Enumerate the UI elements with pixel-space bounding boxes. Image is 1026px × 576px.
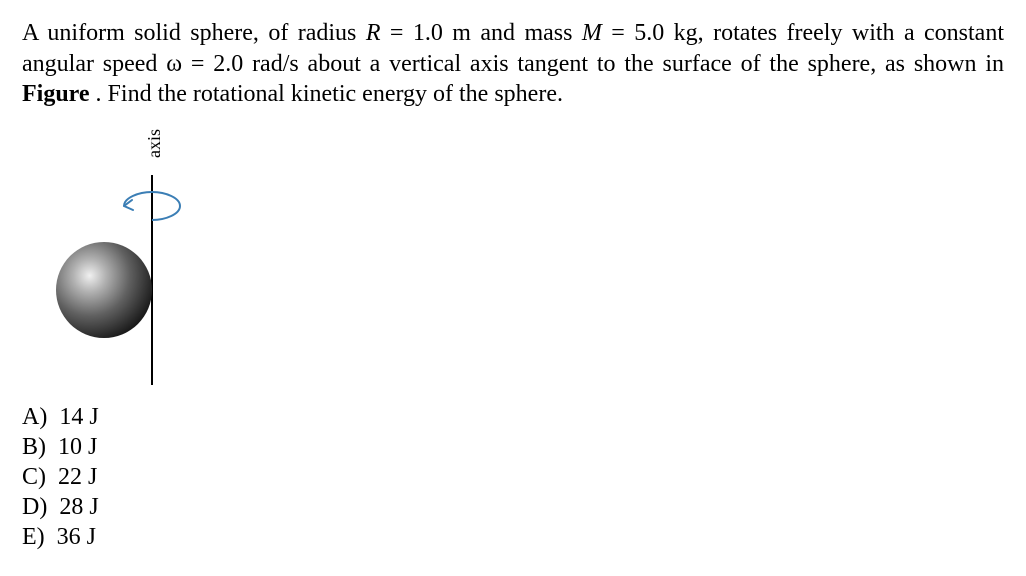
- axis-label: axis: [144, 129, 164, 158]
- choice-d: D) 28 J: [22, 492, 1004, 522]
- figure-reference: Figure: [22, 81, 90, 107]
- text-segment: = 2.0 rad/s about a vertical axis tangen…: [182, 51, 1004, 77]
- diagram-svg: axis: [12, 120, 192, 400]
- text-segment: . Find the rotational kinetic energy of …: [90, 81, 563, 107]
- sphere-icon: [56, 242, 152, 338]
- text-segment: A uniform solid sphere, of radius: [22, 20, 366, 46]
- omega-symbol: ω: [166, 51, 182, 77]
- choice-e: E) 36 J: [22, 522, 1004, 552]
- problem-statement: A uniform solid sphere, of radius R = 1.…: [22, 18, 1004, 110]
- text-segment: = 1.0 m and mass: [380, 20, 581, 46]
- physics-problem-page: A uniform solid sphere, of radius R = 1.…: [0, 0, 1026, 552]
- choice-c: C) 22 J: [22, 462, 1004, 492]
- figure-diagram: axis: [12, 120, 192, 400]
- choice-b: B) 10 J: [22, 432, 1004, 462]
- variable-R: R: [366, 20, 381, 46]
- answer-choices: A) 14 J B) 10 J C) 22 J D) 28 J E) 36 J: [22, 402, 1004, 552]
- variable-M: M: [582, 20, 602, 46]
- choice-a: A) 14 J: [22, 402, 1004, 432]
